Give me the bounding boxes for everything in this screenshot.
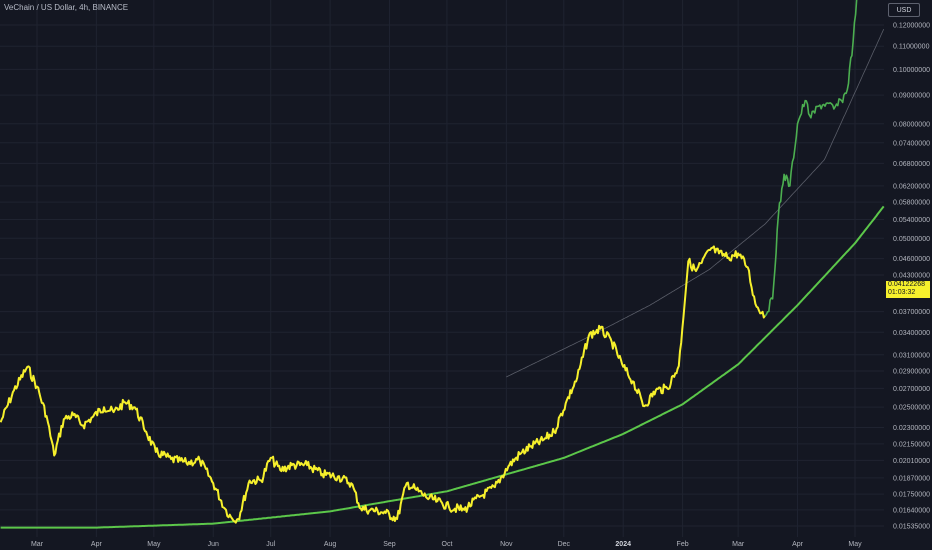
grid-layer bbox=[0, 0, 884, 537]
last-price-value: 0.04122268 bbox=[888, 281, 925, 288]
x-tick-label: Mar bbox=[732, 541, 745, 548]
y-tick-label: 0.03400000 bbox=[893, 330, 930, 337]
y-tick-label: 0.02500000 bbox=[893, 405, 930, 412]
y-tick-label: 0.04600000 bbox=[893, 256, 930, 263]
currency-button[interactable]: USD bbox=[888, 3, 920, 17]
support-curve-layer bbox=[0, 28, 885, 529]
y-tick-label: 0.05000000 bbox=[893, 236, 930, 243]
y-tick-label: 0.04300000 bbox=[893, 273, 930, 280]
price-series-green bbox=[764, 0, 858, 317]
x-tick-label: Oct bbox=[442, 541, 453, 548]
x-tick-label: 2024 bbox=[615, 541, 631, 548]
x-tick-label: May bbox=[147, 541, 161, 548]
y-tick-label: 0.01640000 bbox=[893, 507, 930, 514]
x-tick-label: May bbox=[848, 541, 862, 548]
x-tick-label: Apr bbox=[91, 541, 103, 548]
support-curve bbox=[0, 205, 885, 529]
y-tick-label: 0.11000000 bbox=[893, 44, 930, 51]
price-series-yellow bbox=[0, 245, 766, 524]
x-tick-label: Jun bbox=[208, 541, 219, 548]
y-tick-label: 0.06200000 bbox=[893, 183, 930, 190]
y-tick-label: 0.01535000 bbox=[893, 524, 930, 531]
x-tick-label: Mar bbox=[31, 541, 44, 548]
x-tick-label: Apr bbox=[792, 541, 804, 548]
x-tick-label: Nov bbox=[500, 541, 513, 548]
y-tick-label: 0.10000000 bbox=[893, 67, 930, 74]
y-tick-label: 0.05800000 bbox=[893, 200, 930, 207]
y-tick-label: 0.08000000 bbox=[893, 121, 930, 128]
y-tick-label: 0.01870000 bbox=[893, 475, 930, 482]
y-tick-label: 0.02700000 bbox=[893, 386, 930, 393]
x-tick-label: Aug bbox=[324, 541, 337, 548]
y-tick-label: 0.07400000 bbox=[893, 140, 930, 147]
y-tick-label: 0.02010000 bbox=[893, 458, 930, 465]
bar-countdown: 01:03:32 bbox=[888, 289, 916, 296]
y-tick-label: 0.02150000 bbox=[893, 441, 930, 448]
y-tick-label: 0.03700000 bbox=[893, 309, 930, 316]
y-tick-label: 0.09000000 bbox=[893, 93, 930, 100]
price-series-layer bbox=[0, 0, 858, 524]
y-tick-label: 0.02900000 bbox=[893, 369, 930, 376]
y-axis[interactable]: 0.12000000 0.11000000 0.10000000 0.09000000… bbox=[893, 23, 930, 531]
x-tick-label: Feb bbox=[677, 541, 689, 548]
last-price-tag: 0.04122268 01:03:32 bbox=[886, 281, 930, 298]
x-tick-label: Jul bbox=[266, 541, 275, 548]
y-tick-label: 0.02300000 bbox=[893, 425, 930, 432]
y-tick-label: 0.05400000 bbox=[893, 217, 930, 224]
y-tick-label: 0.12000000 bbox=[893, 23, 930, 30]
y-tick-label: 0.06800000 bbox=[893, 161, 930, 168]
y-tick-label: 0.03100000 bbox=[893, 352, 930, 359]
x-tick-label: Sep bbox=[383, 541, 396, 548]
x-axis: Mar Apr May Jun Jul Aug Sep Oct Nov Dec 2024 Feb Mar… bbox=[31, 541, 862, 548]
y-tick-label: 0.01750000 bbox=[893, 492, 930, 499]
x-tick-label: Dec bbox=[558, 541, 571, 548]
channel-line bbox=[506, 28, 885, 378]
symbol-title: VeChain / US Dollar, 4h, BINANCE bbox=[4, 3, 129, 12]
